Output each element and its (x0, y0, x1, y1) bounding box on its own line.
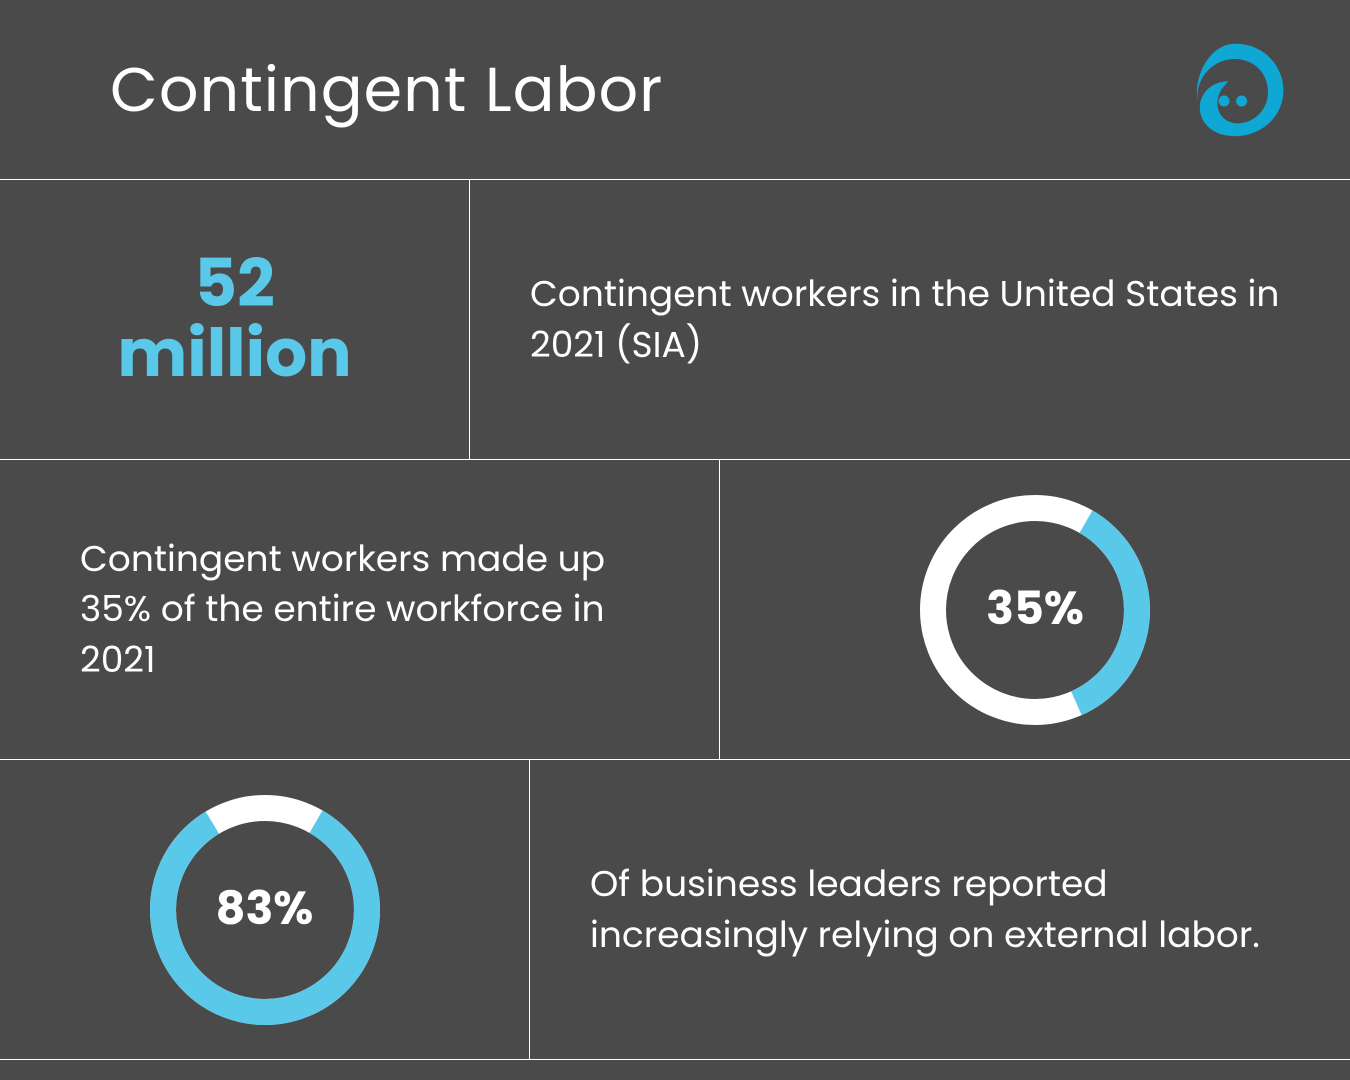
donut-35-cell: 35% (720, 460, 1350, 759)
row-3: 83% Of business leaders reported increas… (0, 760, 1350, 1060)
donut-label: 83% (216, 875, 314, 944)
page-title: Contingent Labor (110, 43, 663, 136)
row1-description-cell: Contingent workers in the United States … (470, 180, 1350, 459)
row2-description: Contingent workers made up 35% of the en… (80, 534, 659, 685)
donut-chart-35: 35% (920, 495, 1150, 725)
stat-line2: million (117, 308, 351, 400)
stat-value: 52 million (117, 250, 351, 389)
row3-description: Of business leaders reported increasingl… (590, 859, 1290, 960)
row3-description-cell: Of business leaders reported increasingl… (530, 760, 1350, 1059)
donut-83-cell: 83% (0, 760, 530, 1059)
row1-description: Contingent workers in the United States … (530, 269, 1290, 370)
row-2: Contingent workers made up 35% of the en… (0, 460, 1350, 760)
row2-description-cell: Contingent workers made up 35% of the en… (0, 460, 720, 759)
donut-chart-83: 83% (150, 795, 380, 1025)
infographic-page: Contingent Labor 52 million Contingent w… (0, 0, 1350, 1080)
donut-label: 35% (986, 575, 1084, 644)
brand-swirl-icon (1180, 35, 1290, 145)
header: Contingent Labor (0, 0, 1350, 180)
row-1: 52 million Contingent workers in the Uni… (0, 180, 1350, 460)
stat-52-million: 52 million (0, 180, 470, 459)
